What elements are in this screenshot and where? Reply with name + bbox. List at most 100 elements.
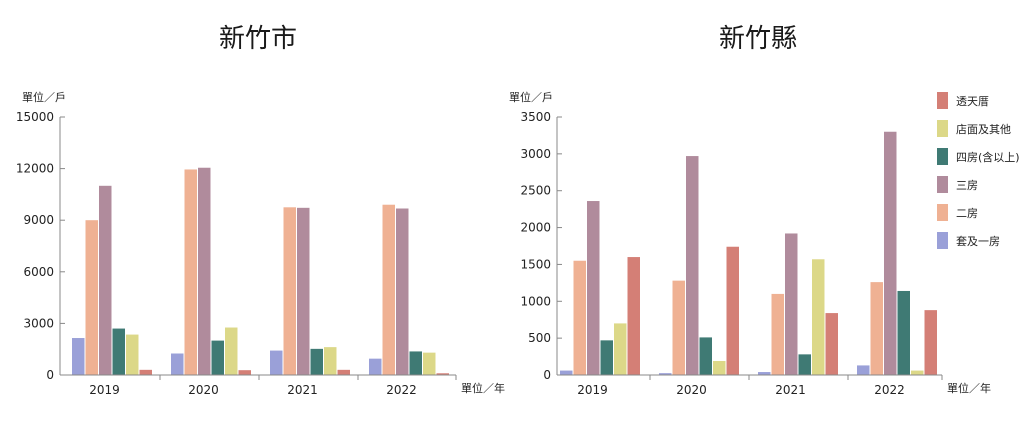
x-unit-label: 單位／年 xyxy=(461,381,505,395)
bar xyxy=(409,351,422,375)
bar xyxy=(382,204,395,375)
bar xyxy=(139,369,152,375)
bar xyxy=(99,185,112,375)
bar xyxy=(672,280,685,375)
y-tick-label: 6000 xyxy=(23,265,54,279)
legend-swatch xyxy=(937,176,948,193)
bar xyxy=(198,167,211,375)
y-tick-label: 3000 xyxy=(23,316,54,330)
legend-label: 三房 xyxy=(956,179,978,192)
bar xyxy=(713,360,726,375)
bar xyxy=(587,201,600,375)
bar xyxy=(758,372,771,375)
bars xyxy=(72,167,449,375)
bar xyxy=(270,350,283,375)
chart-title: 新竹縣 xyxy=(719,24,797,54)
bar xyxy=(211,340,224,375)
bar xyxy=(600,340,613,375)
x-tick-label: 2020 xyxy=(188,383,219,397)
bar xyxy=(573,260,586,375)
bar xyxy=(337,369,350,375)
bar xyxy=(396,208,409,375)
bar xyxy=(112,328,125,375)
bar xyxy=(812,259,825,375)
x-axis-labels: 2019 2020 2021 2022 xyxy=(89,383,417,397)
hsinchu-city-chart: 新竹市 單位／戶 單位／年 0 3000 6000 9000 12000 15000 20… xyxy=(16,24,505,397)
y-axis-ticks: 0 3000 6000 9000 12000 15000 xyxy=(16,110,65,382)
bar xyxy=(85,220,98,375)
bar xyxy=(614,323,627,375)
bar xyxy=(857,365,870,375)
y-tick-label: 0 xyxy=(543,368,551,382)
y-unit-label: 單位／戶 xyxy=(22,90,66,104)
bar xyxy=(72,338,85,375)
legend-swatch xyxy=(937,92,948,109)
bar xyxy=(699,337,712,375)
bar xyxy=(825,313,838,375)
y-tick-label: 15000 xyxy=(16,110,54,124)
legend-swatch xyxy=(937,120,948,137)
x-tick-label: 2019 xyxy=(577,383,608,397)
y-unit-label: 單位／戶 xyxy=(509,90,553,104)
bar xyxy=(659,373,672,375)
x-tick-label: 2019 xyxy=(89,383,120,397)
bar xyxy=(924,310,937,375)
x-tick-label: 2020 xyxy=(676,383,707,397)
bar xyxy=(726,246,739,375)
x-tick-label: 2022 xyxy=(386,383,417,397)
y-tick-label: 1000 xyxy=(520,294,551,308)
hsinchu-county-chart: 新竹縣 單位／戶 單位／年 0 500 1000 1500 2000 2500 3000 35… xyxy=(509,24,1020,397)
y-tick-label: 9000 xyxy=(23,213,54,227)
bar xyxy=(771,293,784,375)
legend-label: 二房 xyxy=(956,207,978,220)
bar xyxy=(560,370,573,375)
bars xyxy=(560,131,937,375)
legend-label: 透天厝 xyxy=(956,95,989,108)
x-axis-labels: 2019 2020 2021 2022 xyxy=(577,383,905,397)
bar xyxy=(870,282,883,375)
x-unit-label: 單位／年 xyxy=(947,381,991,395)
bar xyxy=(627,257,640,375)
legend-label: 套及一房 xyxy=(956,235,1000,248)
legend-swatch xyxy=(937,148,948,165)
bar xyxy=(324,347,337,375)
bar xyxy=(436,373,449,375)
bar xyxy=(184,169,197,375)
y-axis-ticks: 0 500 1000 1500 2000 2500 3000 3500 xyxy=(520,110,562,382)
axes xyxy=(556,117,943,380)
bar xyxy=(884,131,897,375)
x-tick-label: 2021 xyxy=(287,383,318,397)
x-tick-label: 2022 xyxy=(874,383,905,397)
bar xyxy=(126,334,139,375)
y-tick-label: 500 xyxy=(528,331,551,345)
legend-swatch xyxy=(937,232,948,249)
x-tick-label: 2021 xyxy=(775,383,806,397)
bar xyxy=(785,233,798,375)
bar xyxy=(911,370,924,375)
legend-label: 店面及其他 xyxy=(956,122,1011,136)
bar xyxy=(423,352,436,375)
chart-title: 新竹市 xyxy=(219,24,297,54)
bar xyxy=(225,327,238,375)
bar xyxy=(310,348,323,375)
y-tick-label: 2000 xyxy=(520,221,551,235)
y-tick-label: 3000 xyxy=(520,147,551,161)
y-tick-label: 12000 xyxy=(16,162,54,176)
legend-swatch xyxy=(937,204,948,221)
bar xyxy=(897,290,910,375)
bar xyxy=(238,370,251,375)
y-tick-label: 0 xyxy=(46,368,54,382)
bar xyxy=(369,358,382,375)
bar xyxy=(686,156,699,375)
bar xyxy=(171,353,184,375)
y-tick-label: 2500 xyxy=(520,184,551,198)
y-tick-label: 1500 xyxy=(520,257,551,271)
y-tick-label: 3500 xyxy=(520,110,551,124)
bar xyxy=(798,354,811,375)
axes xyxy=(59,117,457,380)
bar xyxy=(283,207,296,375)
bar xyxy=(297,207,310,375)
legend-label: 四房(含以上) xyxy=(956,150,1020,164)
